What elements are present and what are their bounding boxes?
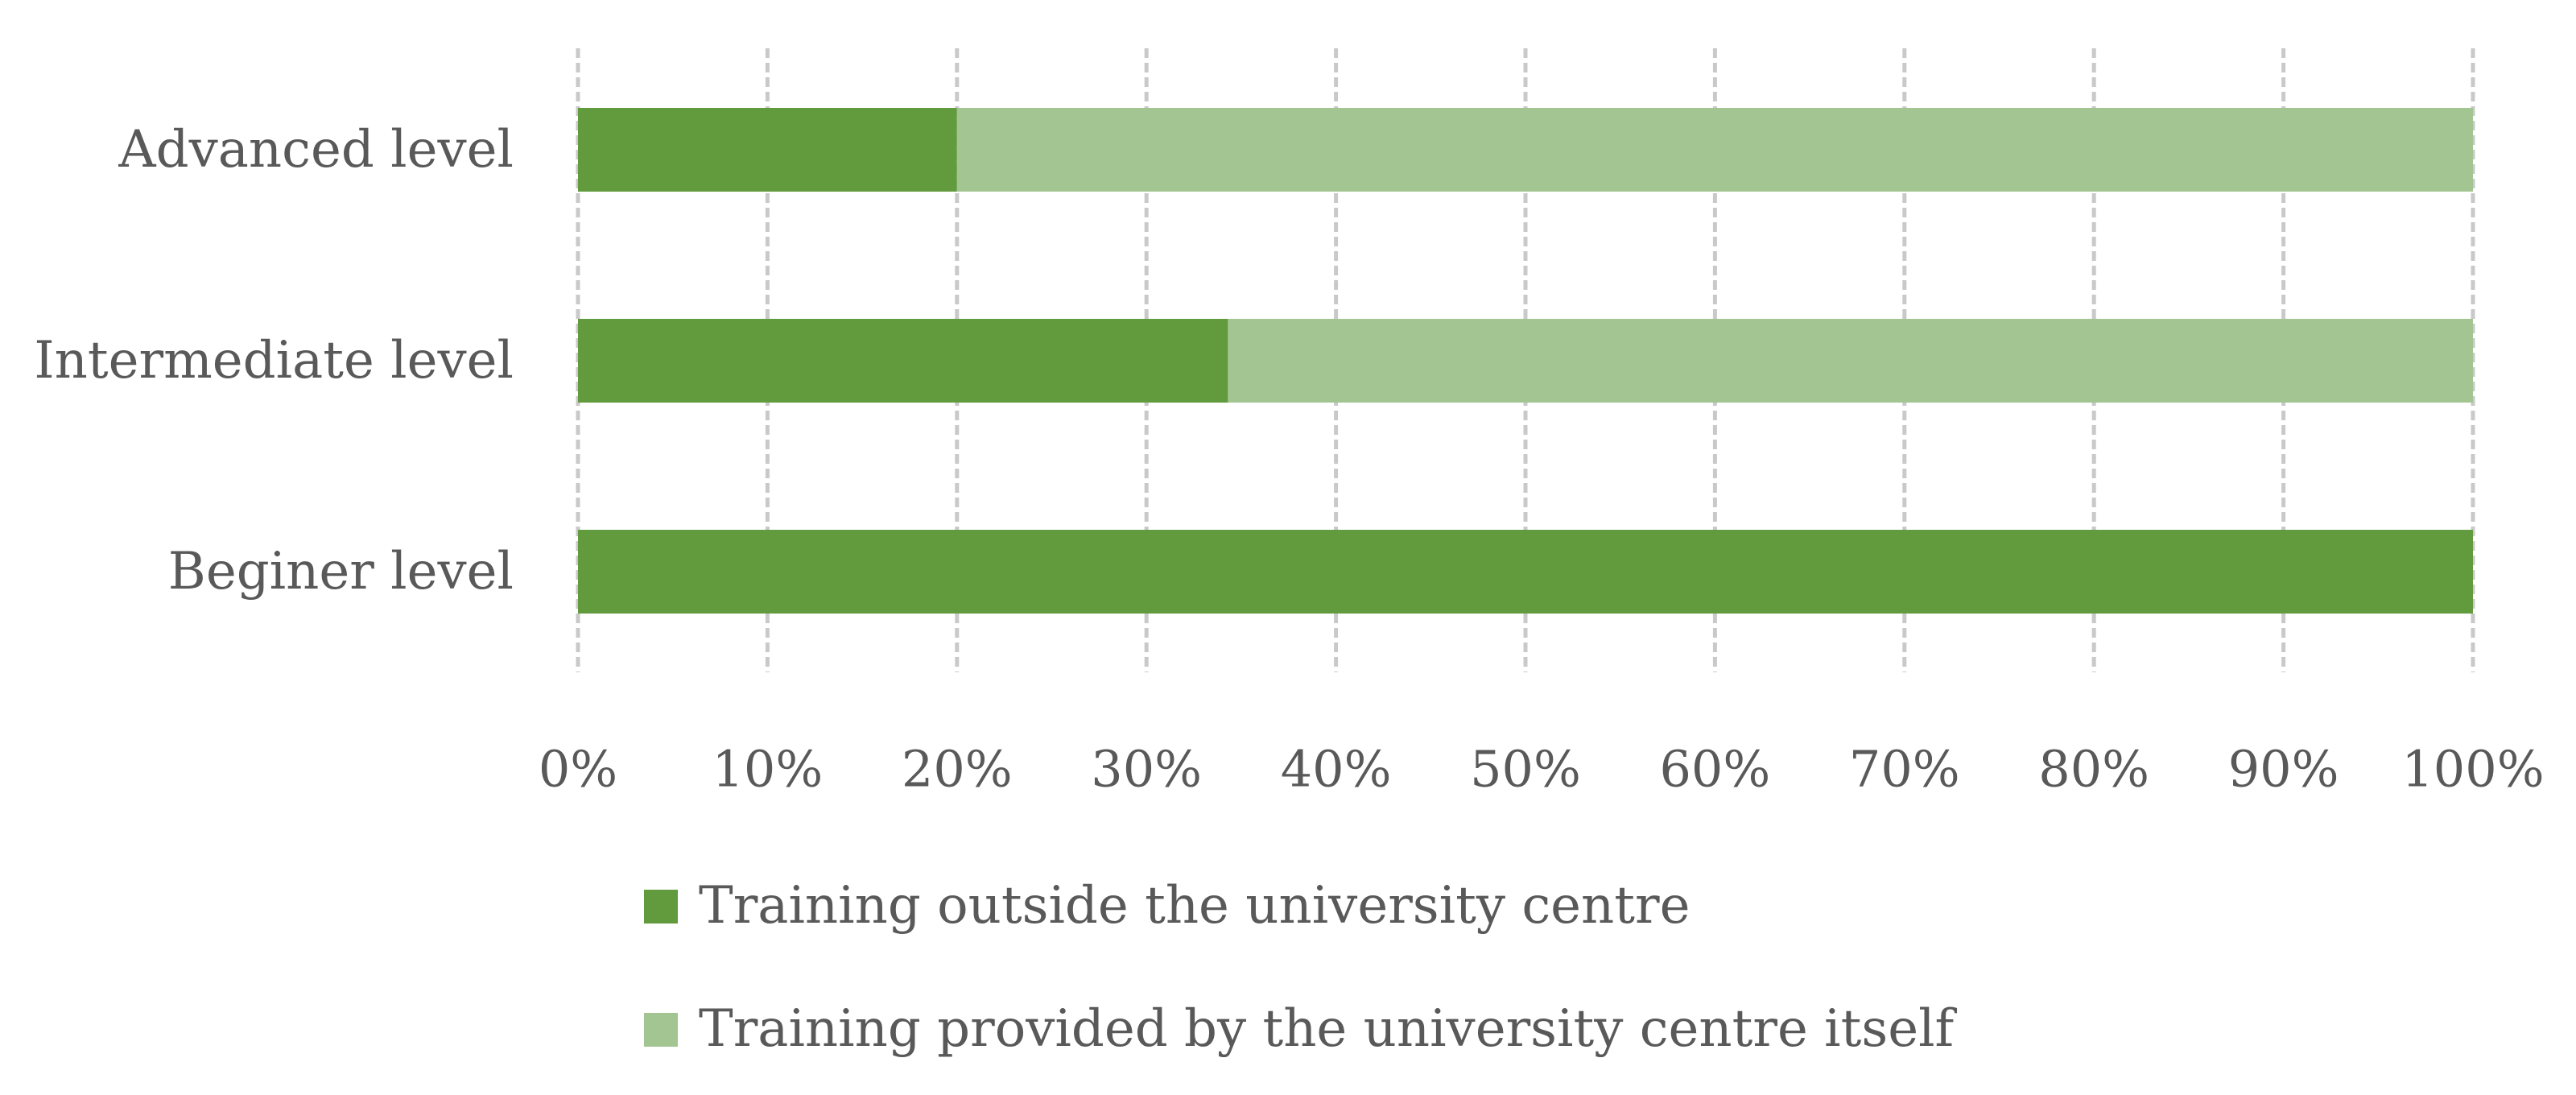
x-tick-label: 20% bbox=[902, 740, 1013, 799]
bar-segment bbox=[956, 108, 2473, 192]
x-tick-label: 100% bbox=[2401, 740, 2544, 799]
x-tick-label: 90% bbox=[2228, 740, 2339, 799]
legend-swatch bbox=[644, 890, 678, 924]
bar-segment bbox=[578, 319, 1228, 403]
category-label: Beginer level bbox=[168, 542, 514, 601]
bar-segment bbox=[578, 108, 957, 192]
bar-segment bbox=[578, 530, 2473, 614]
legend-label: Training outside the university centre bbox=[699, 876, 1690, 936]
x-tick-label: 60% bbox=[1659, 740, 1770, 799]
x-tick-label: 40% bbox=[1281, 740, 1392, 799]
x-tick-label: 30% bbox=[1091, 740, 1202, 799]
category-label: Advanced level bbox=[118, 120, 514, 180]
x-tick-label: 0% bbox=[539, 740, 617, 799]
x-tick-label: 80% bbox=[2038, 740, 2149, 799]
legend-label: Training provided by the university cent… bbox=[699, 999, 1958, 1059]
x-tick-label: 50% bbox=[1470, 740, 1581, 799]
x-tick-label: 10% bbox=[712, 740, 823, 799]
category-label: Intermediate level bbox=[34, 331, 514, 390]
legend-swatch bbox=[644, 1013, 678, 1047]
x-tick-label: 70% bbox=[1849, 740, 1960, 799]
bar-segment bbox=[1228, 319, 2473, 403]
